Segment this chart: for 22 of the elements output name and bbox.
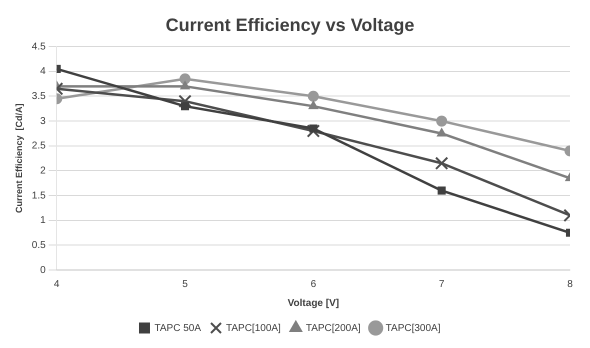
y-tick-label: 3.5 <box>32 90 46 102</box>
y-tick-label: 0.5 <box>32 240 46 251</box>
legend-label: TAPC[300A] <box>386 322 441 334</box>
legend-label: TAPC 50A <box>154 322 202 334</box>
y-tick-label: 1.5 <box>32 190 46 202</box>
legend-label: TAPC[100A] <box>226 322 282 334</box>
x-tick-label: 4 <box>54 278 60 290</box>
y-tick-label: 3 <box>40 116 46 127</box>
chart-title: Current Efficiency vs Voltage <box>166 14 414 35</box>
y-tick-label: 2.5 <box>32 140 46 152</box>
x-tick-label: 5 <box>182 278 188 290</box>
x-axis-title: Voltage [V] <box>288 298 340 309</box>
y-tick-label: 4.5 <box>32 41 46 52</box>
y-tick-label: 0 <box>40 264 46 276</box>
y-tick-label: 4 <box>40 66 46 78</box>
x-tick-label: 8 <box>567 278 574 290</box>
y-tick-label: 1 <box>40 215 46 226</box>
x-tick-label: 6 <box>310 278 317 290</box>
y-tick-label: 2 <box>40 165 46 176</box>
legend-label: TAPC[200A] <box>306 322 361 334</box>
y-axis-title: Current Efficiency [Cd/A] <box>14 104 24 214</box>
x-tick-label: 7 <box>438 278 445 290</box>
